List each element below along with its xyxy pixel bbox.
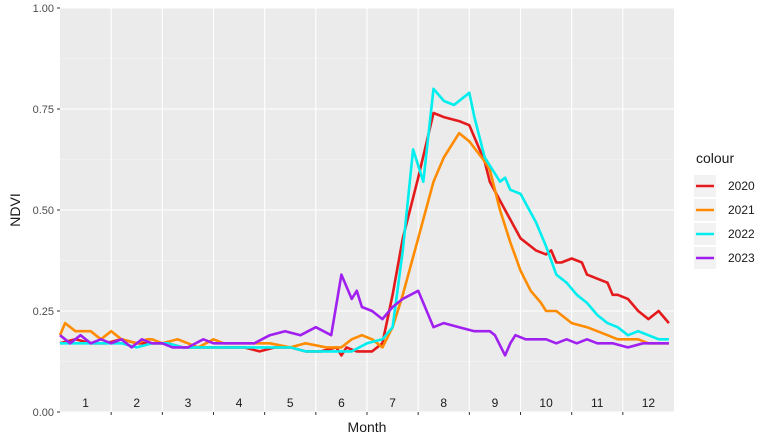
month-label: 12 (642, 396, 656, 410)
month-label: 6 (338, 396, 345, 410)
month-label: 11 (591, 396, 604, 410)
legend-label: 2021 (728, 203, 755, 217)
legend-label: 2020 (728, 179, 755, 193)
legend-title: colour (696, 150, 734, 166)
series-line-2021 (58, 131, 669, 349)
series-layer (58, 87, 670, 357)
month-label: 8 (440, 396, 447, 410)
legend-item-2023: 2023 (694, 247, 755, 269)
month-label: 9 (492, 396, 499, 410)
legend-item-2020: 2020 (694, 175, 755, 197)
legend-label: 2022 (728, 227, 755, 241)
y-tick-label: 0.00 (33, 407, 54, 419)
month-label: 5 (287, 396, 294, 410)
month-label: 7 (389, 396, 396, 410)
legend-items: 2020 2021 2022 2023 (694, 175, 755, 269)
legend-item-2021: 2021 (694, 199, 755, 221)
x-axis-title: Month (348, 419, 387, 435)
month-label: 4 (236, 396, 243, 410)
x-axis: 1 2 3 4 5 6 7 8 9 10 11 12 (82, 396, 655, 415)
month-label: 3 (185, 396, 192, 410)
series-line-2023 (59, 273, 669, 357)
y-tick-label: 0.75 (33, 104, 54, 116)
y-tick-label: 1.00 (33, 3, 54, 15)
month-label: 10 (539, 396, 553, 410)
y-axis: 0.00 0.25 0.50 0.75 1.00 (33, 3, 60, 419)
legend-item-2022: 2022 (694, 223, 755, 245)
month-label: 2 (133, 396, 140, 410)
y-tick-label: 0.25 (33, 306, 54, 318)
y-axis-title: NDVI (7, 193, 23, 226)
month-label: 1 (82, 396, 89, 410)
legend: colour 2020 2021 2022 2023 (694, 150, 755, 269)
y-tick-label: 0.50 (33, 205, 54, 217)
legend-label: 2023 (728, 251, 755, 265)
